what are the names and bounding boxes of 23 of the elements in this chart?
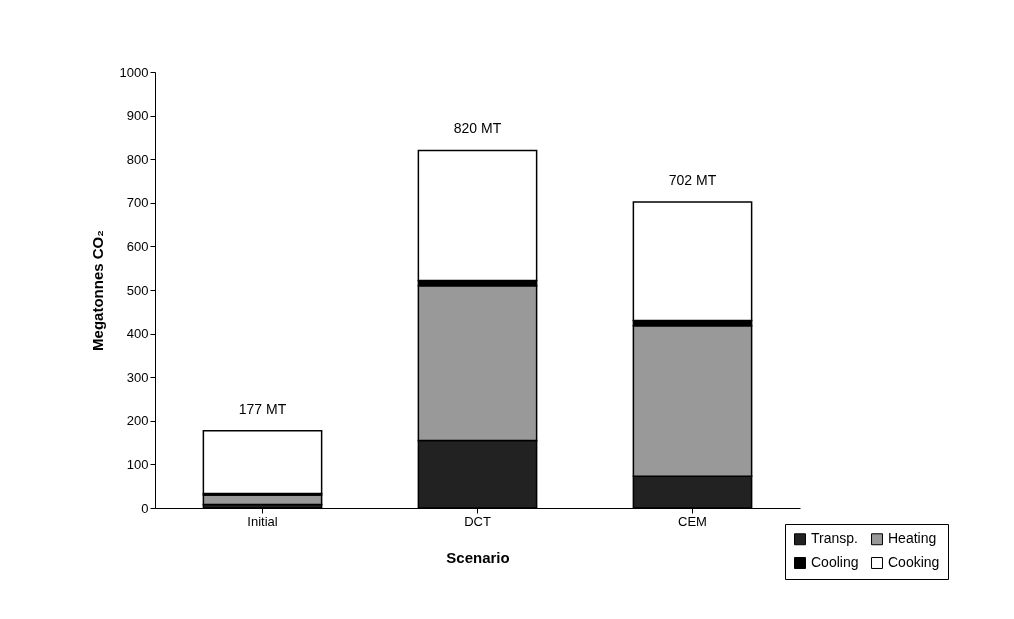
y-tick-label: 800 xyxy=(126,151,149,167)
legend-label: Cooking xyxy=(888,554,940,570)
y-tick-label: 0 xyxy=(141,500,149,516)
x-tick-label: DCT xyxy=(464,513,491,529)
y-tick-label: 700 xyxy=(126,195,149,211)
total-label: 820 MT xyxy=(453,120,502,137)
y-tick-label: 400 xyxy=(126,326,149,342)
y-tick-label: 600 xyxy=(126,238,149,254)
y-tick-label: 100 xyxy=(126,456,149,472)
y-tick-label: 900 xyxy=(126,108,149,124)
total-label: 702 MT xyxy=(668,171,717,188)
x-axis-title: Scenario xyxy=(446,548,510,566)
total-label: 177 MT xyxy=(238,400,287,417)
y-tick-label: 300 xyxy=(126,369,149,385)
x-tick-label: Initial xyxy=(247,513,278,529)
legend-label: Heating xyxy=(888,530,937,547)
y-tick-label: 1000 xyxy=(119,64,149,80)
x-tick-label: CEM xyxy=(678,513,707,529)
y-tick-label: 500 xyxy=(126,282,149,298)
legend-label: Cooling xyxy=(811,554,859,570)
y-tick-label: 200 xyxy=(126,413,149,429)
y-axis-title: Megatonnes CO₂ xyxy=(88,230,106,351)
legend-label: Transp. xyxy=(811,530,858,547)
